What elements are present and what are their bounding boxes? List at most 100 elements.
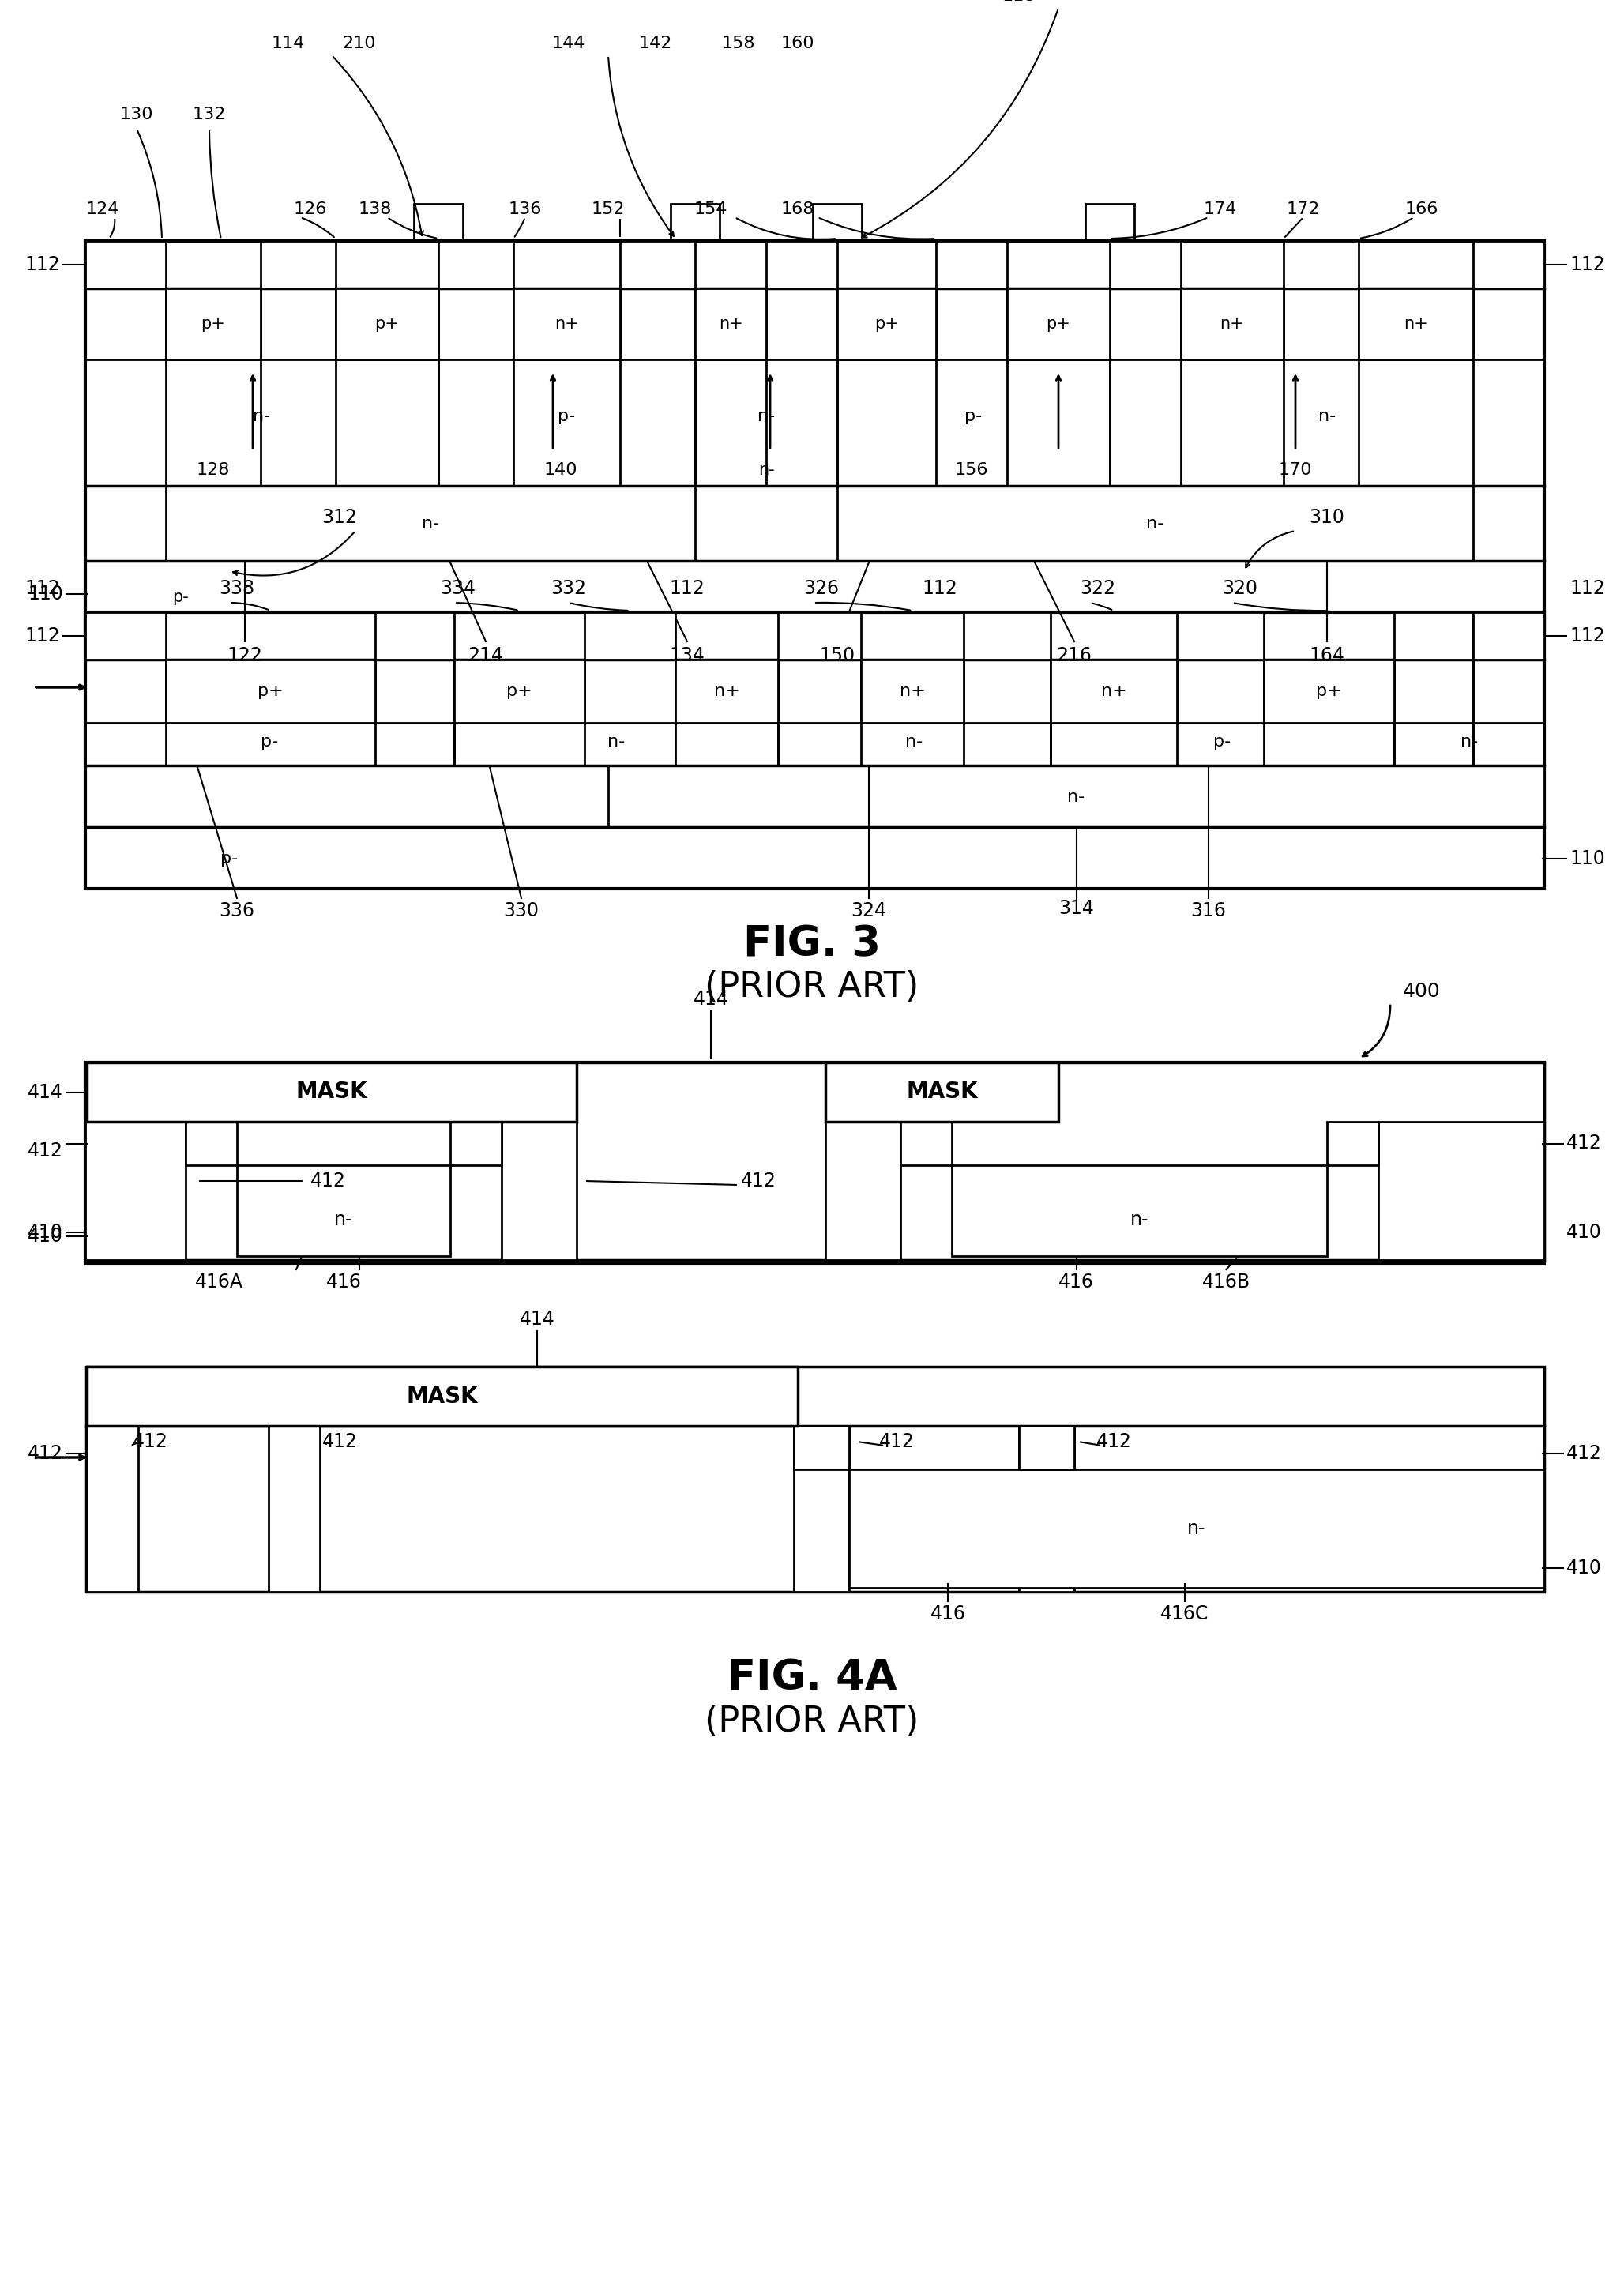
Text: 412: 412 [322, 1431, 357, 1452]
Polygon shape [1181, 289, 1283, 360]
Text: 152: 152 [591, 201, 625, 217]
Text: 410: 410 [28, 1226, 63, 1247]
Polygon shape [1085, 203, 1134, 239]
Text: n-: n- [335, 1210, 352, 1228]
Polygon shape [1379, 1121, 1544, 1260]
Text: 416: 416 [1059, 1272, 1095, 1292]
Text: 164: 164 [1309, 647, 1345, 665]
Text: 112: 112 [1569, 627, 1605, 645]
Text: 416A: 416A [195, 1272, 244, 1292]
Text: p-: p- [965, 408, 983, 424]
Text: p+: p+ [1046, 317, 1070, 333]
Text: 412: 412 [741, 1171, 776, 1190]
Text: 410: 410 [28, 1224, 63, 1242]
Text: 412: 412 [310, 1171, 346, 1190]
Polygon shape [455, 722, 778, 766]
Text: n+: n+ [900, 684, 926, 700]
Text: n+: n+ [1403, 317, 1427, 333]
Text: n-: n- [1460, 734, 1478, 750]
Polygon shape [502, 1121, 577, 1260]
Polygon shape [86, 613, 1544, 889]
Text: 410: 410 [1566, 1559, 1601, 1577]
Text: 416B: 416B [1202, 1272, 1250, 1292]
Text: 154: 154 [693, 201, 728, 217]
Polygon shape [86, 242, 166, 289]
Polygon shape [778, 613, 861, 659]
Polygon shape [86, 1062, 1544, 1260]
Text: 112: 112 [24, 579, 60, 597]
Text: p-: p- [261, 734, 279, 750]
Polygon shape [1393, 613, 1473, 659]
Text: 156: 156 [955, 463, 989, 479]
Text: 136: 136 [508, 201, 542, 217]
Polygon shape [620, 242, 695, 289]
Polygon shape [1109, 360, 1544, 485]
Text: (PRIOR ART): (PRIOR ART) [705, 971, 919, 1005]
Polygon shape [825, 1121, 900, 1260]
Polygon shape [88, 1427, 138, 1591]
Polygon shape [268, 1427, 320, 1591]
Text: MASK: MASK [906, 1080, 978, 1103]
Text: n-: n- [607, 734, 625, 750]
Text: 322: 322 [1080, 579, 1116, 597]
Text: FIG. 4A: FIG. 4A [728, 1659, 896, 1700]
Polygon shape [838, 289, 935, 360]
Polygon shape [336, 289, 438, 360]
Text: FIG. 3: FIG. 3 [744, 923, 880, 964]
Polygon shape [676, 659, 778, 722]
Text: 110: 110 [28, 583, 63, 604]
Text: 128: 128 [197, 463, 231, 479]
Polygon shape [825, 1062, 1059, 1121]
Text: 412: 412 [1566, 1135, 1601, 1153]
Text: 140: 140 [544, 463, 578, 479]
Text: n-: n- [253, 408, 271, 424]
Text: 214: 214 [468, 647, 503, 665]
Polygon shape [1473, 242, 1544, 289]
Text: 170: 170 [1278, 463, 1312, 479]
Text: MASK: MASK [406, 1386, 477, 1408]
Polygon shape [695, 289, 767, 360]
Polygon shape [185, 1121, 237, 1165]
Text: p+: p+ [874, 317, 898, 333]
Polygon shape [86, 242, 1544, 631]
Text: n+: n+ [555, 317, 578, 333]
Text: 134: 134 [669, 647, 705, 665]
Text: 314: 314 [1059, 898, 1095, 918]
Text: 112: 112 [669, 579, 705, 597]
Polygon shape [166, 289, 261, 360]
Polygon shape [450, 1121, 502, 1165]
Text: 416: 416 [931, 1604, 966, 1623]
Text: 412: 412 [132, 1431, 167, 1452]
Polygon shape [261, 242, 336, 289]
Text: 132: 132 [193, 107, 226, 123]
Text: 112: 112 [922, 579, 958, 597]
Polygon shape [86, 1367, 1544, 1591]
Polygon shape [861, 659, 963, 722]
Text: n-: n- [1067, 789, 1085, 804]
Text: 114: 114 [271, 36, 305, 52]
Text: 400: 400 [1403, 982, 1440, 1000]
Polygon shape [86, 1062, 1544, 1265]
Text: 412: 412 [1566, 1445, 1601, 1463]
Text: 122: 122 [227, 647, 263, 665]
Text: p+: p+ [258, 684, 284, 700]
Text: 414: 414 [693, 989, 729, 1010]
Text: n+: n+ [718, 317, 742, 333]
Polygon shape [1177, 613, 1263, 659]
Text: 210: 210 [343, 36, 377, 52]
Text: p-: p- [172, 590, 188, 606]
Polygon shape [838, 360, 1109, 485]
Polygon shape [438, 360, 695, 485]
Polygon shape [1051, 659, 1177, 722]
Text: 336: 336 [219, 900, 255, 921]
Text: p+: p+ [375, 317, 400, 333]
Text: 320: 320 [1223, 579, 1259, 597]
Polygon shape [963, 613, 1051, 659]
Polygon shape [900, 1121, 952, 1165]
Polygon shape [1109, 242, 1181, 289]
Text: 130: 130 [120, 107, 153, 123]
Text: MASK: MASK [296, 1080, 367, 1103]
Text: p-: p- [1213, 734, 1231, 750]
Text: 324: 324 [851, 900, 887, 921]
Text: n-: n- [1147, 515, 1164, 531]
